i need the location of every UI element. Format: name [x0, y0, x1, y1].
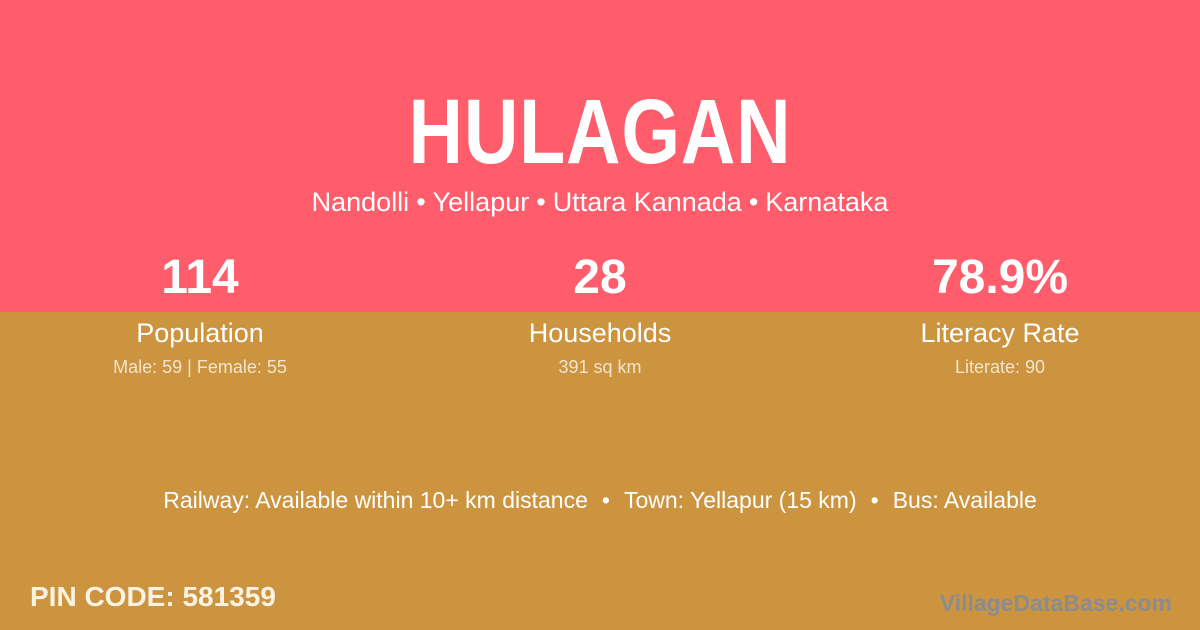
transport-item-railway: Railway: Available within 10+ km distanc…	[163, 487, 588, 513]
stat-population: 114 Population Male: 59 | Female: 55	[0, 254, 400, 378]
stat-literacy-rate: 78.9% Literacy Rate Literate: 90	[800, 254, 1200, 378]
stats-row: 114 Population Male: 59 | Female: 55 28 …	[0, 254, 1200, 378]
location-breadcrumb: Nandolli • Yellapur • Uttara Kannada • Karnata…	[0, 186, 1200, 218]
breadcrumb-item-district: Uttara Kannada	[552, 187, 742, 217]
pin-code: PIN CODE: 581359	[30, 580, 276, 614]
stat-sublabel: Literate: 90	[954, 357, 1046, 377]
stat-sublabel: 391 sq km	[558, 357, 642, 377]
transport-info-bar: Railway: Available within 10+ km distanc…	[0, 486, 1200, 514]
stat-value: 114	[161, 251, 239, 304]
stat-label: Literacy Rate	[920, 318, 1080, 348]
stat-sublabel: Male: 59 | Female: 55	[113, 357, 287, 377]
breadcrumb-item-village: Nandolli	[311, 187, 410, 217]
breadcrumb-separator: •	[416, 187, 426, 217]
stat-value: 78.9%	[931, 251, 1069, 304]
stat-label: Population	[136, 318, 264, 348]
transport-item-town: Town: Yellapur (15 km)	[623, 487, 857, 513]
breadcrumb-separator: •	[748, 187, 759, 217]
breadcrumb-separator: •	[536, 187, 546, 217]
breadcrumb-item-taluk: Yellapur	[432, 187, 530, 217]
village-name-title: HULAGAN	[408, 81, 792, 183]
transport-item-bus: Bus: Available	[892, 487, 1037, 513]
transport-separator: •	[870, 487, 879, 513]
breadcrumb-item-state: Karnataka	[765, 187, 889, 217]
site-watermark: VillageDataBase.com	[939, 590, 1172, 616]
transport-separator: •	[601, 487, 610, 513]
pin-code-label: PIN CODE:	[30, 581, 175, 612]
stat-value: 28	[573, 251, 627, 304]
pin-code-value: 581359	[182, 581, 276, 612]
stat-label: Households	[528, 318, 672, 348]
stat-households: 28 Households 391 sq km	[400, 254, 800, 378]
